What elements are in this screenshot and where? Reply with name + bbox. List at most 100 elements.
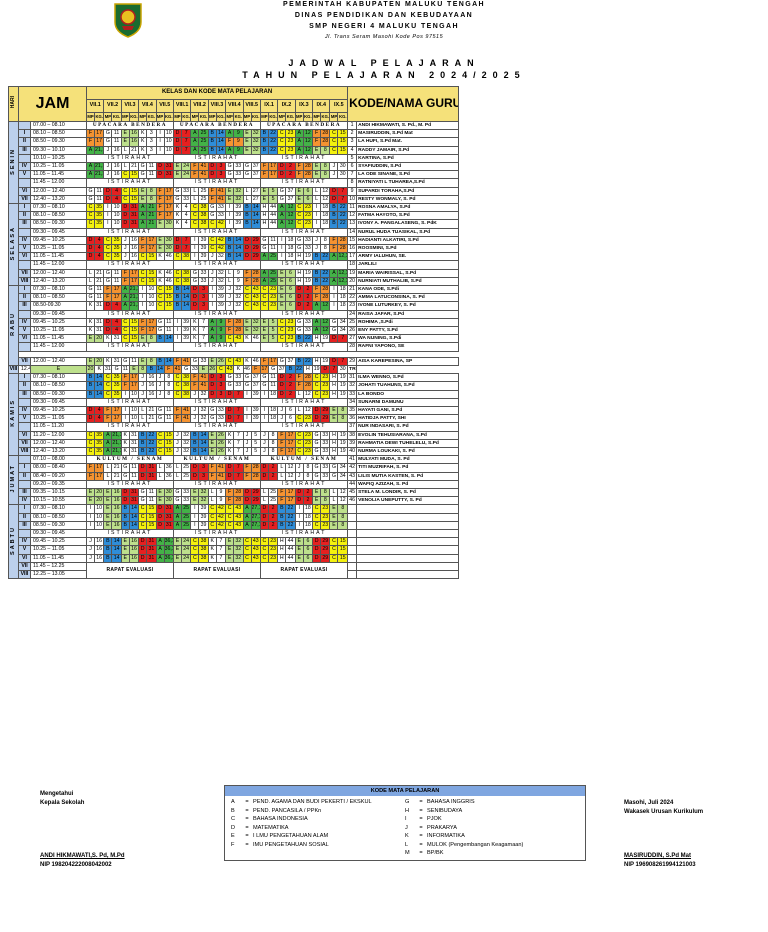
legend-code: H <box>405 807 410 814</box>
period-time: 09.30 – 10.10 <box>30 145 87 155</box>
teacher-code: 33 <box>302 326 314 336</box>
teacher-code: 28 <box>320 293 331 303</box>
subject-code: E <box>86 334 95 344</box>
subject-code: I <box>207 285 217 295</box>
teacher-code: 28 <box>302 373 314 383</box>
schedule-row: V 10.25 – 11.05 D 4 C 35 J 16 F 17 E 30 D 7 I 39 C 42 B 14 D… <box>9 244 761 254</box>
teacher-code: 25 <box>267 496 279 506</box>
schedule-row: KAMIS I 07.30 – 08.10 B 14 C 35 F 17 J 16 J 8 C 38 F 41 D… <box>8 373 761 457</box>
teacher-code: 14 <box>233 252 244 262</box>
subject-code: K <box>93 364 105 375</box>
teacher-code: 19 <box>337 373 349 383</box>
teacher-code: 43 <box>250 285 261 295</box>
period-time: 08.10 – 08.50 <box>30 381 87 391</box>
period-time: 08.50 – 09.30 <box>30 520 87 530</box>
teacher-code: 28 <box>233 326 244 336</box>
teacher-code: 17 <box>128 373 140 383</box>
teacher-code: 3 <box>215 162 227 172</box>
subject-code: H <box>259 211 269 221</box>
schedule-row: III 08.50 – 09.30 B 14 C 35 I 10 J 16 J 8 C 38 J 32 D 3 D 7… <box>9 389 761 399</box>
period-number: VI <box>18 430 31 440</box>
teacher-code: 20 <box>93 487 105 498</box>
teacher-number: 36 <box>347 414 358 424</box>
subject-code: J <box>172 446 182 457</box>
teacher-code: 8 <box>337 414 349 424</box>
class-header: VIII.1 <box>172 99 192 113</box>
teacher-code: 7 <box>233 463 244 473</box>
teacher-code: 17 <box>163 211 174 221</box>
subject-code: L <box>86 276 95 287</box>
period-number: IV <box>18 496 31 506</box>
subject-code: G <box>207 414 217 424</box>
teacher-code: 23 <box>285 145 296 155</box>
period-time: 11.20 – 12.00 <box>30 430 87 440</box>
teacher-number: 12 <box>347 211 358 221</box>
subject-code: E <box>138 356 148 366</box>
meeting-label: RAPAT EVALUASI <box>172 561 261 580</box>
teacher-code: 3 <box>198 293 209 303</box>
teacher-code: 11 <box>93 186 105 196</box>
teacher-code: 35 <box>111 235 122 246</box>
subject-code: G <box>207 211 217 221</box>
subject-code: I <box>86 512 95 522</box>
subject-code: I <box>259 389 269 399</box>
legend-equals: = <box>419 824 423 831</box>
subject-code: I <box>242 405 252 416</box>
footer-principal-nip: NIP 198204222008042002 <box>40 862 112 868</box>
subject-code: D <box>207 381 217 391</box>
subject-code: F <box>294 170 304 180</box>
subject-code: I <box>329 301 339 311</box>
teacher-code: 11 <box>146 162 157 172</box>
footer-place-date: Masohi, Juli 2024 <box>624 800 674 806</box>
teacher-code: 44 <box>285 545 296 555</box>
legend-title: KODE MATA PELAJARAN <box>225 786 585 796</box>
subject-code: A <box>120 285 130 295</box>
subject-code: B <box>146 364 157 375</box>
teacher-code: 14 <box>163 334 174 344</box>
subject-code: J <box>86 553 95 563</box>
teacher-code: 7 <box>215 537 227 547</box>
teacher-code: 32 <box>198 496 209 506</box>
subject-code: E <box>242 129 252 139</box>
teacher-code: 32 <box>215 276 227 287</box>
subject-code: H <box>294 268 304 278</box>
subject-code: G <box>103 129 113 139</box>
subject-code: B <box>155 334 165 344</box>
subject-code: F <box>172 356 182 366</box>
schedule-row: II 08.10 – 08.50 I 10 E 16 B 14 C 15 D 31 A 25 I 39 C 42 C… <box>9 512 761 522</box>
schedule-row: VI 11.05 – 11.45 E 20 K 31 C 15 E 8 B 14 I 39 K 7 A 9 C 43 K… <box>9 334 761 344</box>
subject-code: B <box>120 504 130 514</box>
teacher-code: 28 <box>250 463 261 473</box>
subject-code: I <box>277 244 287 254</box>
subject-code: C <box>86 438 95 448</box>
teacher-code: 12 <box>337 496 349 506</box>
mp-subheader: MP <box>312 112 322 122</box>
subject-code: L <box>329 487 339 498</box>
subject-code: D <box>86 405 95 416</box>
teacher-code: 6 <box>285 301 296 311</box>
subject-code: E <box>329 405 339 416</box>
subject-code: L <box>190 186 200 196</box>
subject-code: I <box>138 293 148 303</box>
subject-code: C <box>242 545 252 555</box>
subject-code: L <box>155 471 165 481</box>
teacher-code: 4 <box>180 211 192 221</box>
teacher-number: 32 <box>347 381 358 391</box>
subject-code: G <box>86 194 95 205</box>
subject-code: I <box>329 285 339 295</box>
teacher-code: 39 <box>215 293 227 303</box>
subject-code: G <box>207 203 217 213</box>
period-number: IV <box>18 235 31 246</box>
subject-code: B <box>242 211 252 221</box>
break-label: ISTIRAHAT <box>172 342 261 352</box>
teacher-code: 32 <box>250 145 261 155</box>
teacher-code: 38 <box>198 545 209 555</box>
teacher-code: 46 <box>163 252 174 262</box>
teacher-code: 43 <box>250 293 261 303</box>
teacher-code: 10 <box>111 219 122 229</box>
subject-code: F <box>312 285 322 295</box>
subject-code: I <box>190 504 200 514</box>
period-time: 09.30 – 09.45 <box>30 227 87 237</box>
subject-code: G <box>103 137 113 147</box>
header-line-3: SMP NEGERI 4 MALUKU TENGAH <box>309 23 459 30</box>
